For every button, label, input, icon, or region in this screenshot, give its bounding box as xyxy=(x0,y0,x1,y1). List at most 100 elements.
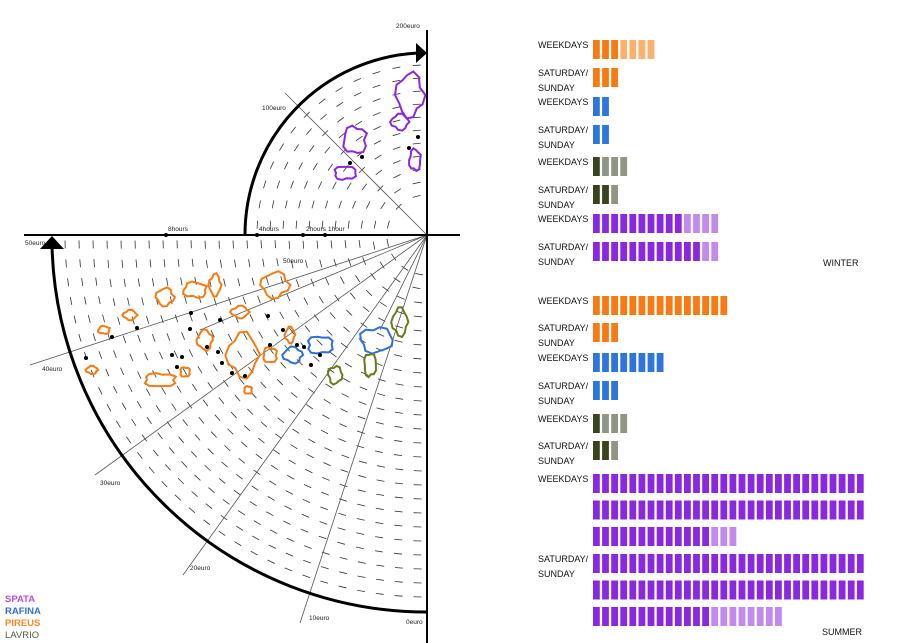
grid-dash xyxy=(316,240,319,249)
departure-bar xyxy=(593,441,600,460)
station-dot xyxy=(266,314,270,318)
departure-bar xyxy=(602,353,609,372)
departure-bar xyxy=(602,554,609,573)
grid-dash xyxy=(395,325,404,329)
label-0euro: 0euro xyxy=(406,619,423,626)
grid-dash xyxy=(347,258,352,266)
legend-lavrio: LAVRIO xyxy=(5,630,40,641)
grid-dash xyxy=(304,181,308,189)
departure-bar xyxy=(656,242,664,261)
departure-bar xyxy=(693,500,700,520)
station-dot xyxy=(170,353,174,357)
departure-bar xyxy=(847,500,855,520)
grid-dash xyxy=(197,366,203,374)
grid-dash xyxy=(181,332,185,340)
departure-bar xyxy=(838,580,846,600)
grid-dash xyxy=(372,241,376,250)
departure-bar xyxy=(593,527,600,546)
departure-bar xyxy=(656,580,664,600)
grid-dash xyxy=(338,585,347,589)
grid-dash xyxy=(320,429,329,435)
row-label: WEEKDAYS xyxy=(538,40,589,50)
grid-dash xyxy=(306,128,312,135)
grid-dash xyxy=(395,397,404,400)
grid-dash xyxy=(288,327,295,335)
grid-dash xyxy=(343,326,350,333)
departure-bar xyxy=(693,554,700,573)
departure-bar xyxy=(602,527,609,546)
grid-dash xyxy=(301,513,310,518)
departure-bar xyxy=(638,607,646,626)
departure-bar xyxy=(829,580,837,600)
grid-dash xyxy=(269,161,274,170)
grid-dash xyxy=(316,339,323,346)
departure-bar xyxy=(629,500,637,520)
label-50euro-left: 50euro xyxy=(25,240,46,247)
grid-dash xyxy=(182,419,188,426)
departure-bar xyxy=(711,214,719,233)
grid-dash xyxy=(336,101,344,108)
station-dot xyxy=(318,353,322,357)
departure-bar xyxy=(602,580,609,600)
departure-bar xyxy=(611,40,618,59)
grid-dash xyxy=(292,428,300,434)
price-ray xyxy=(379,234,428,331)
grid-dash xyxy=(339,571,347,575)
departure-bar xyxy=(693,242,700,261)
grid-dash xyxy=(288,459,296,465)
departure-bar xyxy=(729,580,737,600)
departure-bar xyxy=(711,296,719,315)
grid-dash xyxy=(260,421,268,428)
grid-dash xyxy=(237,350,243,358)
hour-ticks xyxy=(164,233,327,237)
departure-bar xyxy=(593,580,600,600)
departure-bar xyxy=(611,353,618,372)
grid-dash xyxy=(374,154,382,160)
area-blob xyxy=(228,304,252,320)
departure-bar xyxy=(811,474,819,493)
lower-arc xyxy=(50,244,428,614)
departure-bar xyxy=(602,97,609,116)
departure-bar xyxy=(593,214,600,233)
upper-arc xyxy=(243,51,419,236)
grid-dash xyxy=(264,364,270,372)
departure-bar xyxy=(611,607,618,626)
grid-dash xyxy=(285,200,288,209)
grid-dash xyxy=(355,135,363,141)
grid-dash xyxy=(394,496,403,499)
departure-bar xyxy=(702,242,709,261)
row-label: SATURDAY/ SUNDAY xyxy=(538,125,589,150)
departure-bar xyxy=(647,214,655,233)
departure-bar xyxy=(647,474,655,493)
grid-dash xyxy=(107,259,110,268)
departure-bar xyxy=(611,580,618,600)
label-20euro: 20euro xyxy=(190,565,211,572)
grid-dash xyxy=(354,106,362,111)
grid-dash xyxy=(262,258,265,267)
departure-bar xyxy=(620,414,628,433)
grid-dash xyxy=(339,557,348,560)
grid-dash xyxy=(270,464,279,470)
upper-arrowhead-icon xyxy=(416,43,427,63)
grid-dash xyxy=(273,329,279,337)
departure-bar xyxy=(638,242,646,261)
grid-dash xyxy=(413,343,422,346)
label-10euro: 10euro xyxy=(309,615,330,622)
departure-bar xyxy=(702,500,709,520)
grid-dash xyxy=(137,371,142,379)
departure-bar xyxy=(802,554,810,573)
row-label: WEEKDAYS xyxy=(538,353,589,363)
grid-dash xyxy=(155,405,161,413)
departure-bar xyxy=(629,214,637,233)
grid-dash xyxy=(277,417,285,424)
departure-bar xyxy=(765,474,773,493)
departure-bar xyxy=(665,296,673,315)
area-blob xyxy=(333,165,358,181)
station-dot xyxy=(216,350,220,354)
grid-dash xyxy=(181,461,188,468)
grid-dash xyxy=(177,477,185,485)
grid-dash xyxy=(394,354,403,357)
grid-dash xyxy=(129,353,134,362)
departure-bar xyxy=(611,381,618,400)
grid-dash xyxy=(233,490,241,496)
